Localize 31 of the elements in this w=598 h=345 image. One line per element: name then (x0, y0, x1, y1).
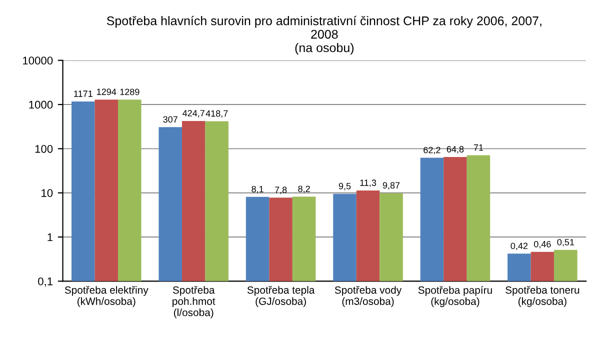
data-label: 62,2 (424, 146, 440, 154)
y-tick-label: 100 (35, 144, 53, 153)
x-tick-label: Spotřeba poh.hmot (l/osoba) (172, 286, 216, 318)
y-tick-label: 1 (48, 233, 53, 242)
data-label: 8,2 (298, 186, 310, 194)
data-label: 1294 (97, 88, 116, 96)
data-label: 71 (474, 144, 484, 151)
data-label: 9,87 (382, 182, 400, 190)
y-tick-label: 10 (42, 189, 53, 197)
x-tick-label: Spotřeba tepla (GJ/osoba) (247, 286, 315, 307)
chart-title: Spotřeba hlavních surovin pro administrativní činnost CHP za roky 2006, 2007, 2008 (na osobu) (106, 16, 542, 55)
x-tick-label: Spotřeba papíru (kg/osoba) (418, 286, 492, 308)
data-label: 8,1 (252, 186, 264, 194)
data-label: 418,7 (206, 110, 228, 118)
x-tick-label: Spotřeba toneru (kg/osoba) (506, 286, 580, 307)
data-label: 11,3 (360, 180, 376, 188)
y-tick-label: 1000 (29, 100, 53, 109)
x-tick-label: Spotřeba vody (m3/osoba) (334, 286, 402, 307)
y-tick-label: 10000 (23, 56, 53, 65)
data-label: 7,8 (275, 186, 287, 194)
data-label: 1289 (120, 88, 140, 96)
data-label: 9,5 (338, 182, 351, 190)
data-label: 0,42 (510, 242, 528, 250)
data-label: 0,46 (534, 240, 551, 248)
y-tick-label: 0,1 (38, 277, 53, 287)
data-label: 64,8 (446, 146, 464, 154)
x-tick-label: Spotřeba elektřiny (kWh/osoba) (64, 286, 148, 307)
data-label: 0,51 (557, 238, 574, 246)
data-label: 1171 (74, 90, 92, 97)
data-label: 424,7 (182, 110, 204, 118)
data-label: 307 (163, 116, 178, 123)
